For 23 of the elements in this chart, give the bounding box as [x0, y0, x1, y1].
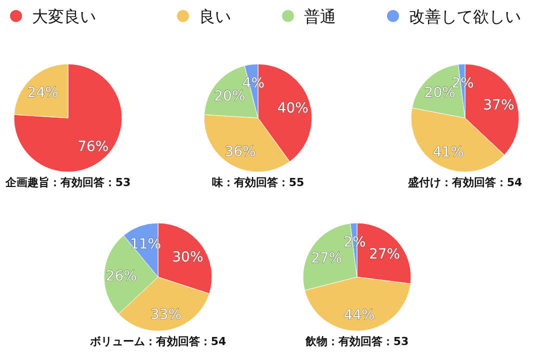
data-label: 2% [452, 75, 474, 92]
legend-label: 大変良い [32, 7, 96, 26]
data-label: 2% [344, 234, 366, 250]
data-label: 27% [311, 250, 342, 266]
text: 盛付け：有効回答：54 [406, 176, 522, 189]
data-label: 40% [277, 100, 308, 117]
data-label: 26% [106, 268, 137, 285]
legend-label: 良い [199, 7, 231, 26]
legend-label: 改善して欲しい [409, 7, 521, 26]
legend-label: 普通 [304, 7, 336, 26]
text: 味：有効回答：55 [212, 176, 304, 189]
data-label: 44% [344, 308, 375, 324]
data-label: 33% [150, 306, 182, 323]
data-label: 27% [368, 246, 400, 263]
text: 飲物：有効回答：53 [304, 335, 409, 348]
data-label: 37% [483, 97, 514, 114]
text: ボリューム：有効回答：54 [88, 335, 226, 348]
data-label: 76% [78, 138, 109, 155]
data-label: 30% [172, 249, 204, 266]
text: 企画趣旨：有効回答：53 [4, 176, 131, 189]
data-label: 36% [224, 144, 256, 160]
data-label: 24% [27, 85, 58, 102]
data-label: 41% [432, 144, 464, 161]
